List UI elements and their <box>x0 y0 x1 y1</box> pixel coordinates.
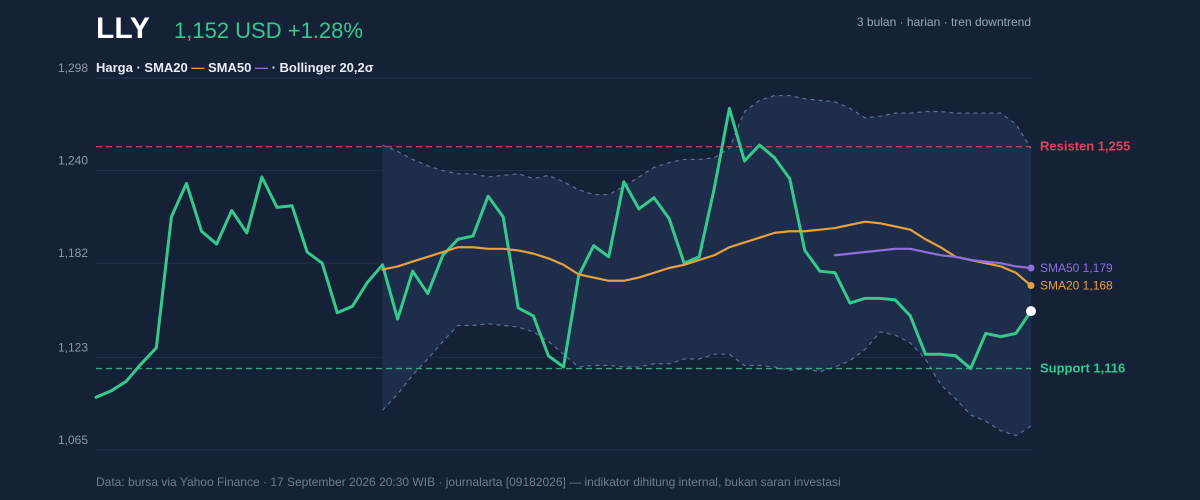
levels: Resisten 1,255 Support 1,116 <box>96 139 1130 376</box>
ticker-symbol: LLY <box>96 12 150 45</box>
legend-bollinger: · Bollinger 20,2σ <box>268 60 374 75</box>
bollinger-upper-line <box>382 94 1032 196</box>
legend-sma50-swatch: — <box>255 60 268 75</box>
price-change: 1,152 USD +1.28% <box>174 18 363 43</box>
chart-meta: 3 bulan · harian · tren downtrend <box>857 15 1031 29</box>
bollinger-lower-line <box>382 323 1032 437</box>
sma50-line <box>833 247 1033 270</box>
last-price-dot <box>1026 306 1036 317</box>
price-line <box>94 106 1033 399</box>
labels: SMA50 1,179 SMA20 1,168 <box>1026 261 1113 317</box>
legend: Harga · SMA20 — SMA50 — · Bollinger 20,2… <box>96 60 374 75</box>
support-label: Support 1,116 <box>1040 361 1125 376</box>
legend-sma20-swatch: — <box>191 60 204 75</box>
legend-sma20: SMA20 <box>144 60 191 75</box>
bollinger-fill <box>382 95 1032 436</box>
resisten-label: Resisten 1,255 <box>1040 139 1130 154</box>
bollinger-band <box>382 94 1032 437</box>
legend-sma50: SMA50 <box>204 60 255 75</box>
sma20-end-label: SMA20 1,168 <box>1040 279 1113 293</box>
footer-source: Data: bursa via Yahoo Finance · 17 Septe… <box>96 475 841 489</box>
y-tick-label: 1,182 <box>58 246 88 260</box>
sma20-end-dot <box>1027 282 1035 290</box>
sma50-end-dot <box>1027 264 1035 272</box>
y-tick-label: 1,123 <box>58 340 88 354</box>
sma50-end-label: SMA50 1,179 <box>1040 261 1113 275</box>
sma20-line <box>381 220 1033 287</box>
y-tick-label: 1,065 <box>58 433 88 447</box>
legend-price: Harga · <box>96 60 144 75</box>
y-tick-label: 1,298 <box>58 61 88 75</box>
series-lines <box>94 106 1033 399</box>
y-tick-label: 1,240 <box>58 154 88 168</box>
